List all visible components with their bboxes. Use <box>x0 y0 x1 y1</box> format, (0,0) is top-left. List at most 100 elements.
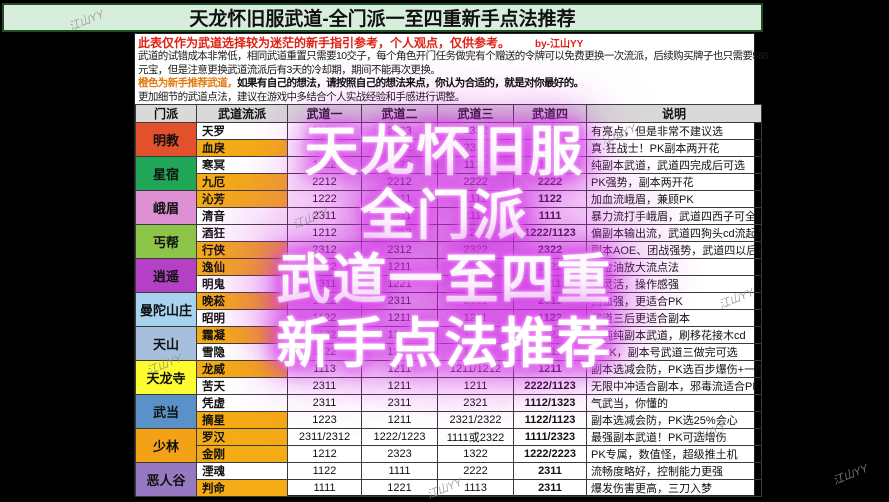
wudao-w4-cell: 1122 <box>513 156 587 174</box>
wudao-w4-cell: 2311 <box>513 462 587 480</box>
style-cell: 霜凝 <box>196 326 288 344</box>
column-header: 武道三 <box>437 104 514 123</box>
wudao-w3-cell: 1122 <box>437 156 514 174</box>
wudao-w4-cell: 1111/2323 <box>513 428 587 446</box>
sect-cell: 明教 <box>135 122 197 157</box>
table-row: 曼陀山庄 晚菘 1122 2311 2311 2311 回血强，更适合PK <box>135 292 762 327</box>
wudao-w2-cell: 1122 <box>361 326 438 344</box>
wudao-w2-cell: 2323 <box>361 445 438 463</box>
style-cell: 逸仙 <box>196 258 288 276</box>
wudao-w3-cell: 1122 <box>437 326 514 344</box>
note-cell: 副本选减会防，PK选25%会心 <box>586 411 762 429</box>
wudao-w1-cell: 2312 <box>287 241 362 259</box>
wudao-w1-cell: 1222 <box>287 258 362 276</box>
column-header: 武道二 <box>361 104 438 123</box>
note-cell: 有亮点，但是非常不建议选 <box>586 122 762 140</box>
wudao-w1-cell: 2311 <box>287 377 362 395</box>
wudao-w3-cell: 2321/2322 <box>437 411 514 429</box>
wudao-w3-cell: 2222 <box>437 462 514 480</box>
sect-cell: 恶人谷 <box>135 462 197 497</box>
wudao-w3-cell: 1111 <box>437 207 514 225</box>
table-row: 武当 凭虚 2311 2311 2321 1112/1323 气武当，你懂的 <box>135 394 762 429</box>
wudao-w4-cell: 1122 <box>513 258 587 276</box>
style-cell: 凭虚 <box>196 394 288 412</box>
style-cell: 龙威 <box>196 360 288 378</box>
note-cell: 回血强，更适合PK <box>586 292 762 310</box>
note-cell: 纯纯纯副本武道，刷移花接木cd <box>586 326 762 344</box>
wudao-w4-cell: 1122 <box>513 309 587 327</box>
wudao-w4-cell: 1222/2223 <box>513 445 587 463</box>
wudao-w4-cell: 1122 <box>513 190 587 208</box>
column-header: 武道四 <box>513 104 587 123</box>
table-row: 昭明 1122 1211 1211 1122 武道三后更适合副本 <box>136 309 762 327</box>
wudao-w2-cell: 2212 <box>361 173 438 191</box>
wudao-w3-cell: 1111或2322 <box>437 428 514 446</box>
style-cell: 晚菘 <box>196 292 288 310</box>
table-row: 少林 罗汉 2311/2312 1222/1223 1111或2322 1111/2323… <box>135 428 762 463</box>
table-row: 天山 霜凝 1122 1122 1122 1122 纯纯纯副本武道，刷移花接木cd <box>135 326 762 361</box>
wudao-w4-cell: 2311 <box>513 479 587 497</box>
note-cell: 万金油放大流点法 <box>586 258 762 276</box>
sect-cell: 星宿 <box>135 156 197 191</box>
content-area: 此表仅作为武道选择较为迷茫的新手指引参考，个人观点，仅供参考。 by-江山YY 武… <box>134 33 769 497</box>
wudao-w1-cell: 1122 <box>287 343 362 361</box>
style-cell: 昭明 <box>196 309 288 327</box>
table-row: 九厄 2212 2212 2222 2222 PK强势，副本两开花 <box>136 173 762 191</box>
wudao-w2-cell: 1223 <box>361 343 438 361</box>
wudao-table: 门派 武道流派 武道一 武道二 武道三 武道四 说明 明教 天罗 2323 2223 2322 232… <box>135 104 762 497</box>
wudao-w2-cell: 1222/1223 <box>361 428 438 446</box>
note-line-advice: 更加细节的武道点法，建议在游戏中多结合个人实战经验和手感进行调整。 <box>138 90 465 103</box>
sect-cell: 天龙寺 <box>135 360 197 395</box>
table-row: 丐帮 酒狂 1212 1212 1222 1222/1123 偏副本输出流，武道四狗头cd流… <box>135 224 762 259</box>
wudao-w4-cell: 1111 <box>513 275 587 293</box>
title-banner: 天龙怀旧服武道-全门派一至四重新手点法推荐 <box>2 3 763 32</box>
style-cell: 湮魂 <box>196 462 288 480</box>
wudao-w2-cell: 1222 <box>361 139 438 157</box>
wudao-w4-cell: 1122 <box>513 326 587 344</box>
sect-cell: 峨眉 <box>135 190 197 225</box>
style-cell: 九厄 <box>196 173 288 191</box>
table-row: 金刚 1212 2323 1322 1222/2223 PK专属，数值怪，超级推土机 <box>136 445 762 463</box>
table-row: 苦天 2311 1211 1211 2222/1123 无限中冲适合副本，邪毒流适合PK <box>136 377 762 395</box>
note-line-cost: 武道的试错成本非常低，相同武道重置只需要10交子，每个角色开门任务做完有个赠送的… <box>138 50 769 62</box>
note-cell: 最强副本武道！PK可选增伤 <box>586 428 762 446</box>
sect-cell: 武当 <box>135 394 197 429</box>
wudao-w2-cell: 2311 <box>361 190 438 208</box>
wudao-w2-cell: 2311 <box>361 394 438 412</box>
wudao-w4-cell: 2322 <box>513 122 587 140</box>
style-cell: 罗汉 <box>196 428 288 446</box>
style-cell: 清音 <box>196 207 288 225</box>
note-cell: 真·狂战士！PK副本两开花 <box>586 139 762 157</box>
wudao-w1-cell: 1122 <box>287 309 362 327</box>
small-watermark: 江山YY <box>831 462 870 488</box>
sect-cell: 逍遥 <box>135 258 197 293</box>
column-header: 门派 <box>135 104 197 123</box>
wudao-w4-cell: 2311 <box>513 292 587 310</box>
table-row: 明鬼 2311 1221 1221 1111 更灵活，操作感强 <box>136 275 762 293</box>
wudao-w2-cell: 1221 <box>361 479 438 497</box>
note-cell: 纯副本武道，武道四完成后可选 <box>586 156 762 174</box>
wudao-w4-cell: 2222 <box>513 139 587 157</box>
wudao-w3-cell: 2311 <box>437 292 514 310</box>
style-cell: 沁芳 <box>196 190 288 208</box>
style-cell: 苦天 <box>196 377 288 395</box>
wudao-w2-cell: 1211 <box>361 360 438 378</box>
wudao-w1-cell: 2212 <box>287 173 362 191</box>
wudao-w3-cell: 1222 <box>437 224 514 242</box>
wudao-w3-cell: 1221 <box>437 275 514 293</box>
wudao-w3-cell: 1211 <box>437 377 514 395</box>
wudao-w1-cell: 1122 <box>287 326 362 344</box>
note-cell: 更灵活，操作感强 <box>586 275 762 293</box>
wudao-w2-cell: 1111 <box>361 462 438 480</box>
wudao-w2-cell: 1211 <box>361 309 438 327</box>
sect-cell: 天山 <box>135 326 197 361</box>
note-cell: 暴力流打手峨眉，武道四西子可全队回血 <box>586 207 762 225</box>
wudao-w1-cell: 1212 <box>287 224 362 242</box>
style-cell: 酒狂 <box>196 224 288 242</box>
wudao-w1-cell: 1122 <box>287 156 362 174</box>
wudao-w1-cell: 2323 <box>287 122 362 140</box>
wudao-w2-cell: 2311 <box>361 207 438 225</box>
wudao-w3-cell: 2311 <box>437 139 514 157</box>
wudao-w2-cell: 2312 <box>361 241 438 259</box>
